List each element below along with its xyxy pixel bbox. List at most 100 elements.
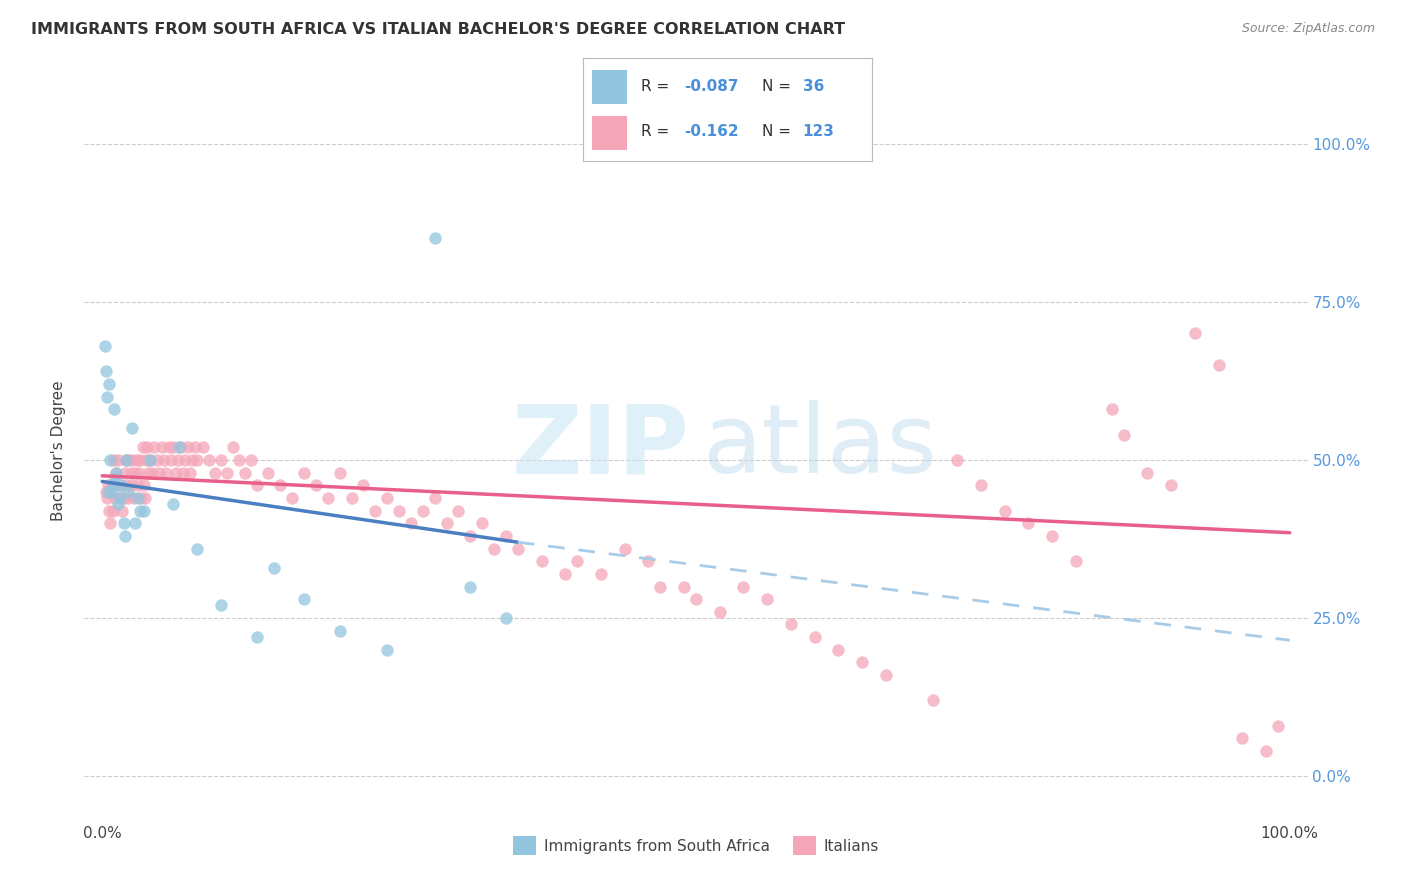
Point (93, 339, 115, 353)
Point (104, 491, 127, 505)
Y-axis label: Bachelor's Degree: Bachelor's Degree (51, 380, 66, 521)
Point (97, 478, 120, 492)
Point (150, 440, 173, 454)
Point (375, 642, 398, 657)
Point (191, 440, 214, 454)
Point (412, 503, 434, 517)
Point (554, 566, 576, 581)
Point (143, 440, 166, 454)
FancyBboxPatch shape (592, 70, 627, 104)
Point (495, 529, 517, 543)
Point (460, 580, 482, 594)
Point (157, 440, 180, 454)
Point (340, 491, 363, 505)
Point (184, 440, 207, 454)
Point (110, 478, 132, 492)
Point (1208, 358, 1230, 372)
Point (803, 630, 825, 644)
Point (482, 541, 505, 556)
Point (101, 478, 124, 492)
Point (1184, 326, 1206, 341)
Point (105, 466, 128, 480)
Point (132, 478, 155, 492)
Point (107, 453, 129, 467)
Point (1040, 529, 1063, 543)
Point (436, 516, 458, 531)
Point (1136, 466, 1159, 480)
Point (233, 466, 256, 480)
Point (946, 453, 969, 467)
Point (165, 466, 187, 480)
Point (101, 503, 124, 517)
Text: IMMIGRANTS FROM SOUTH AFRICA VS ITALIAN BACHELOR'S DEGREE CORRELATION CHART: IMMIGRANTS FROM SOUTH AFRICA VS ITALIAN … (31, 22, 845, 37)
Point (105, 466, 128, 480)
Point (198, 453, 221, 467)
Text: N =: N = (762, 79, 792, 95)
Point (1101, 402, 1123, 417)
Point (181, 453, 204, 467)
Point (316, 491, 339, 505)
Point (204, 466, 226, 480)
Point (135, 453, 157, 467)
Point (471, 516, 494, 531)
Point (136, 440, 159, 454)
Point (922, 693, 945, 707)
Point (100, 478, 122, 492)
Point (239, 453, 262, 467)
Point (141, 466, 163, 480)
Point (100, 516, 122, 531)
Point (733, 580, 755, 594)
Point (399, 516, 422, 531)
Point (179, 466, 201, 480)
Point (111, 503, 134, 517)
Point (162, 440, 184, 454)
Point (96, 491, 118, 505)
Point (160, 453, 183, 467)
Point (131, 491, 153, 505)
Text: N =: N = (762, 124, 792, 139)
Point (257, 466, 280, 480)
Point (506, 541, 529, 556)
Point (107, 497, 129, 511)
Legend: Immigrants from South Africa, Italians: Immigrants from South Africa, Italians (508, 830, 884, 861)
Point (245, 478, 267, 492)
Point (148, 466, 170, 480)
Point (134, 491, 156, 505)
Point (107, 478, 129, 492)
Point (127, 478, 149, 492)
Point (215, 466, 238, 480)
Point (94, 484, 117, 499)
Point (650, 580, 672, 594)
Point (115, 453, 138, 467)
Point (292, 592, 315, 607)
Point (98, 503, 121, 517)
Point (1112, 427, 1135, 442)
Point (228, 453, 250, 467)
Point (209, 599, 232, 613)
Point (110, 478, 132, 492)
Point (827, 642, 849, 657)
Point (114, 529, 136, 543)
Point (329, 466, 352, 480)
Point (103, 402, 125, 417)
Point (112, 516, 135, 531)
Point (447, 503, 470, 517)
Point (281, 491, 304, 505)
Point (1254, 744, 1277, 758)
Text: Source: ZipAtlas.com: Source: ZipAtlas.com (1241, 22, 1375, 36)
Point (129, 503, 152, 517)
Point (1018, 516, 1040, 531)
Point (138, 453, 160, 467)
Point (153, 453, 176, 467)
Text: R =: R = (641, 124, 669, 139)
Point (176, 440, 198, 454)
Text: ZIP: ZIP (512, 401, 690, 493)
Point (104, 472, 127, 486)
Point (305, 478, 328, 492)
Point (121, 421, 143, 435)
Point (364, 503, 387, 517)
Point (222, 440, 245, 454)
Point (172, 466, 194, 480)
Point (174, 453, 197, 467)
Point (613, 541, 636, 556)
